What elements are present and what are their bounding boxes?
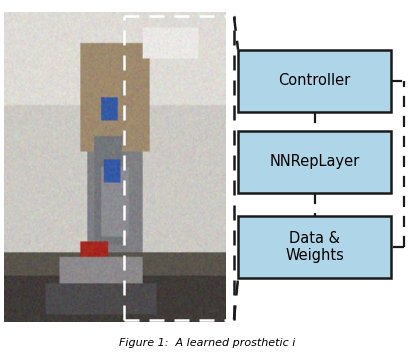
Text: Controller: Controller	[278, 73, 350, 88]
FancyBboxPatch shape	[237, 131, 390, 193]
FancyBboxPatch shape	[237, 50, 390, 112]
Text: NNRepLayer: NNRepLayer	[269, 154, 359, 170]
FancyBboxPatch shape	[237, 216, 390, 278]
Text: Data &
Weights: Data & Weights	[285, 231, 343, 263]
Text: Figure 1:  A learned prosthetic i: Figure 1: A learned prosthetic i	[119, 338, 294, 348]
